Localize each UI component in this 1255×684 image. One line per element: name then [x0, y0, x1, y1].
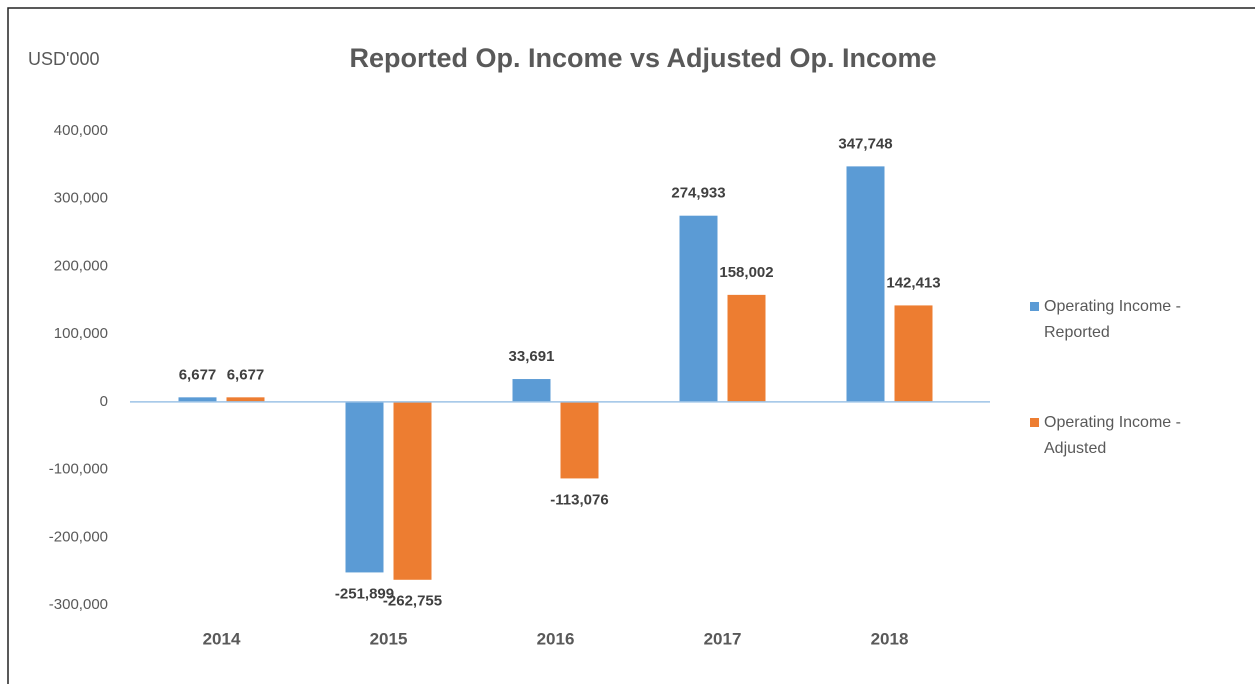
- bar: [727, 294, 766, 402]
- y-tick-label: 300,000: [54, 190, 108, 207]
- legend-item: Operating Income - Reported: [1030, 294, 1234, 346]
- data-label: 6,677: [227, 366, 265, 383]
- y-tick-label: 200,000: [54, 257, 108, 274]
- chart-title: Reported Op. Income vs Adjusted Op. Inco…: [349, 43, 936, 73]
- data-label: 158,002: [719, 264, 773, 281]
- bar: [226, 397, 265, 402]
- y-tick-label: -300,000: [49, 596, 108, 613]
- chart-border: [7, 7, 1255, 684]
- data-label: -113,076: [550, 491, 608, 508]
- x-tick-label: 2014: [203, 629, 241, 648]
- data-label: 274,933: [671, 185, 725, 202]
- legend-swatch: [1030, 302, 1039, 311]
- bar: [393, 401, 432, 580]
- bar: [679, 215, 718, 402]
- data-label: 6,677: [179, 366, 217, 383]
- bar: [846, 166, 885, 402]
- y-tick-label: 100,000: [54, 325, 108, 342]
- x-tick-label: 2018: [871, 629, 909, 648]
- data-label: 33,691: [509, 348, 555, 365]
- y-tick-label: 0: [100, 393, 108, 410]
- data-label: 142,413: [886, 274, 940, 291]
- legend-swatch: [1030, 418, 1039, 427]
- bar: [560, 401, 599, 479]
- data-label: -251,899: [335, 585, 394, 602]
- data-label: 347,748: [838, 135, 892, 152]
- legend-label: Operating Income - Adjusted: [1044, 414, 1181, 457]
- data-label: -262,755: [383, 593, 442, 610]
- bar: [345, 401, 384, 573]
- bar: [178, 397, 217, 402]
- y-tick-label: -100,000: [49, 461, 108, 478]
- legend-item: Operating Income - Adjusted: [1030, 410, 1234, 462]
- bar: [894, 305, 933, 402]
- y-tick-label: -200,000: [49, 528, 108, 545]
- x-tick-label: 2017: [704, 629, 742, 648]
- y-axis-label: USD'000: [28, 49, 99, 69]
- bar: [512, 379, 551, 402]
- x-tick-label: 2015: [370, 629, 408, 648]
- legend-label: Operating Income - Reported: [1044, 298, 1181, 341]
- y-tick-label: 400,000: [54, 122, 108, 139]
- x-tick-label: 2016: [537, 629, 575, 648]
